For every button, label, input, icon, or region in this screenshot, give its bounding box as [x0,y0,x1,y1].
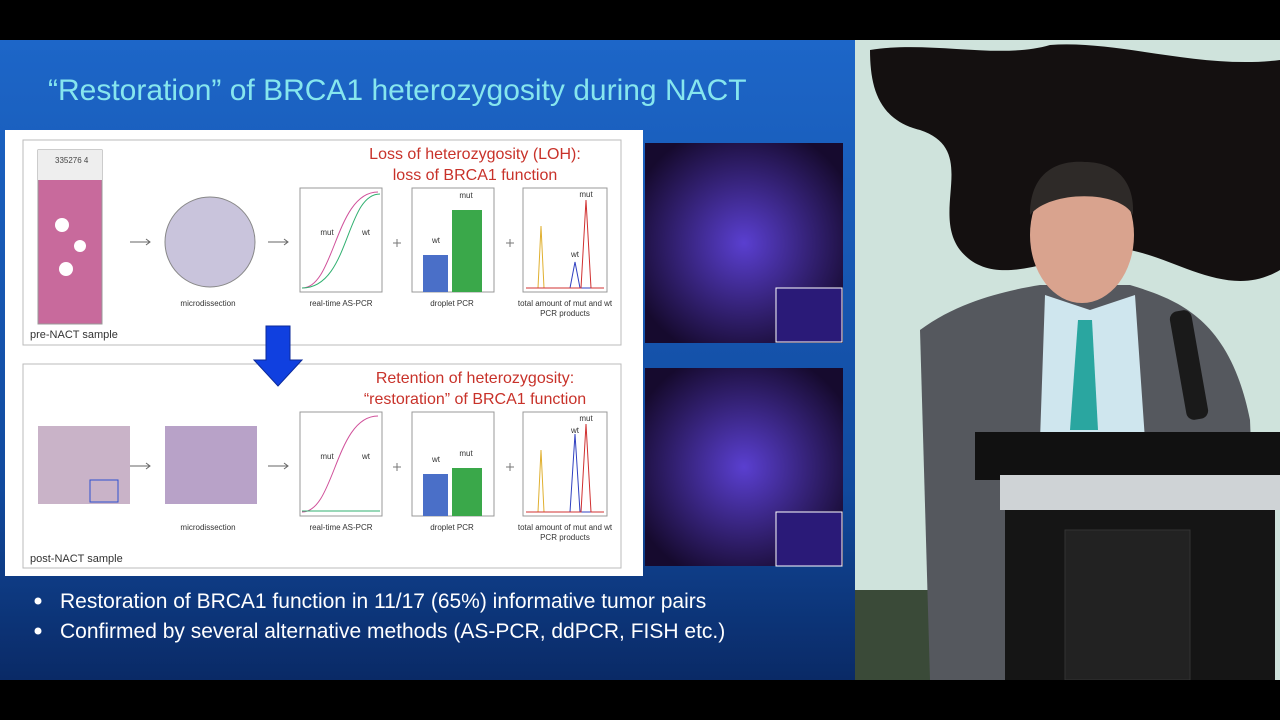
chart-label: mut [320,452,334,461]
fish-inset [775,287,843,343]
chart-label: mut [459,449,473,458]
pcr-curve [301,415,379,513]
tissue-image [165,426,257,504]
pcr-plot [299,187,383,293]
sample-label: post-NACT sample [30,553,123,565]
step-label: total amount of mut and wt [518,299,613,308]
droplet-bar [423,255,448,292]
tissue-image [38,426,130,504]
chart-label: wt [361,452,371,461]
flow-arrow [130,462,151,470]
punch [74,240,86,252]
flow-arrow [130,238,151,246]
punch [55,218,69,232]
panel-heading: “restoration” of BRCA1 function [364,391,586,408]
chart-label: wt [570,250,580,259]
chart-label: mut [459,191,473,200]
pcr-curve [301,193,381,289]
chart-label: wt [431,236,441,245]
chart-label: wt [361,228,371,237]
panel [22,139,622,346]
step-label: microdissection [180,523,235,532]
peak-trace [526,199,604,289]
sample-label: pre-NACT sample [30,329,118,341]
step-label: microdissection [180,299,235,308]
tissue-box [89,479,119,503]
slide-title: “Restoration” of BRCA1 heterozygosity du… [48,74,747,107]
step-label: droplet PCR [430,523,474,532]
podium-panel [1064,529,1191,681]
bullet-dot [34,597,42,605]
step-label: real-time AS-PCR [309,299,372,308]
plus-sign [393,463,401,471]
tissue-circle [164,196,256,288]
panel-heading: loss of BRCA1 function [393,167,558,184]
letterbox [0,680,1280,720]
down-arrow [252,325,304,387]
panel-heading: Retention of heterozygosity: [376,370,574,387]
chart-label: wt [570,426,580,435]
plus-sign [506,463,514,471]
chart-label: mut [579,190,593,199]
flow-arrow [268,462,289,470]
panel-content: post-NACT sample Retention of heterozygo… [30,370,613,565]
bullet-text: Restoration of BRCA1 function in 11/17 (… [60,590,706,613]
step-label: PCR products [540,309,590,318]
bullet-text: Confirmed by several alternative methods… [60,620,725,643]
flow-arrow [268,238,289,246]
slide-number: 335276 4 [55,156,89,165]
plus-sign [393,239,401,247]
step-label: real-time AS-PCR [309,523,372,532]
slide-label-area [38,150,102,180]
speaker-tie [1070,320,1098,430]
bullet-dot [34,627,42,635]
peak-trace [526,423,604,513]
peak-plot [522,411,608,517]
chart-label: mut [579,414,593,423]
droplet-bar [423,474,448,516]
speaker-head [1030,167,1134,303]
fish-inset [775,511,843,567]
droplet-bar [452,210,482,292]
chart-label: wt [431,455,441,464]
step-label: droplet PCR [430,299,474,308]
pcr-curve [301,191,379,289]
plus-sign [506,239,514,247]
peak-plot [522,187,608,293]
step-label: total amount of mut and wt [518,523,613,532]
speaker-hair [1030,161,1134,215]
panel-heading: Loss of heterozygosity (LOH): [369,146,581,163]
punch [59,262,73,276]
panel [22,363,622,569]
droplet-bar [452,468,482,516]
podium-monitor [975,432,1280,480]
panel-content: 335276 4 pre-NACT sample Loss of heteroz… [30,146,613,341]
pcr-plot [299,411,383,517]
microphone [1169,310,1209,420]
podium-lamp [1000,475,1280,510]
chart-label: mut [320,228,334,237]
step-label: PCR products [540,533,590,542]
